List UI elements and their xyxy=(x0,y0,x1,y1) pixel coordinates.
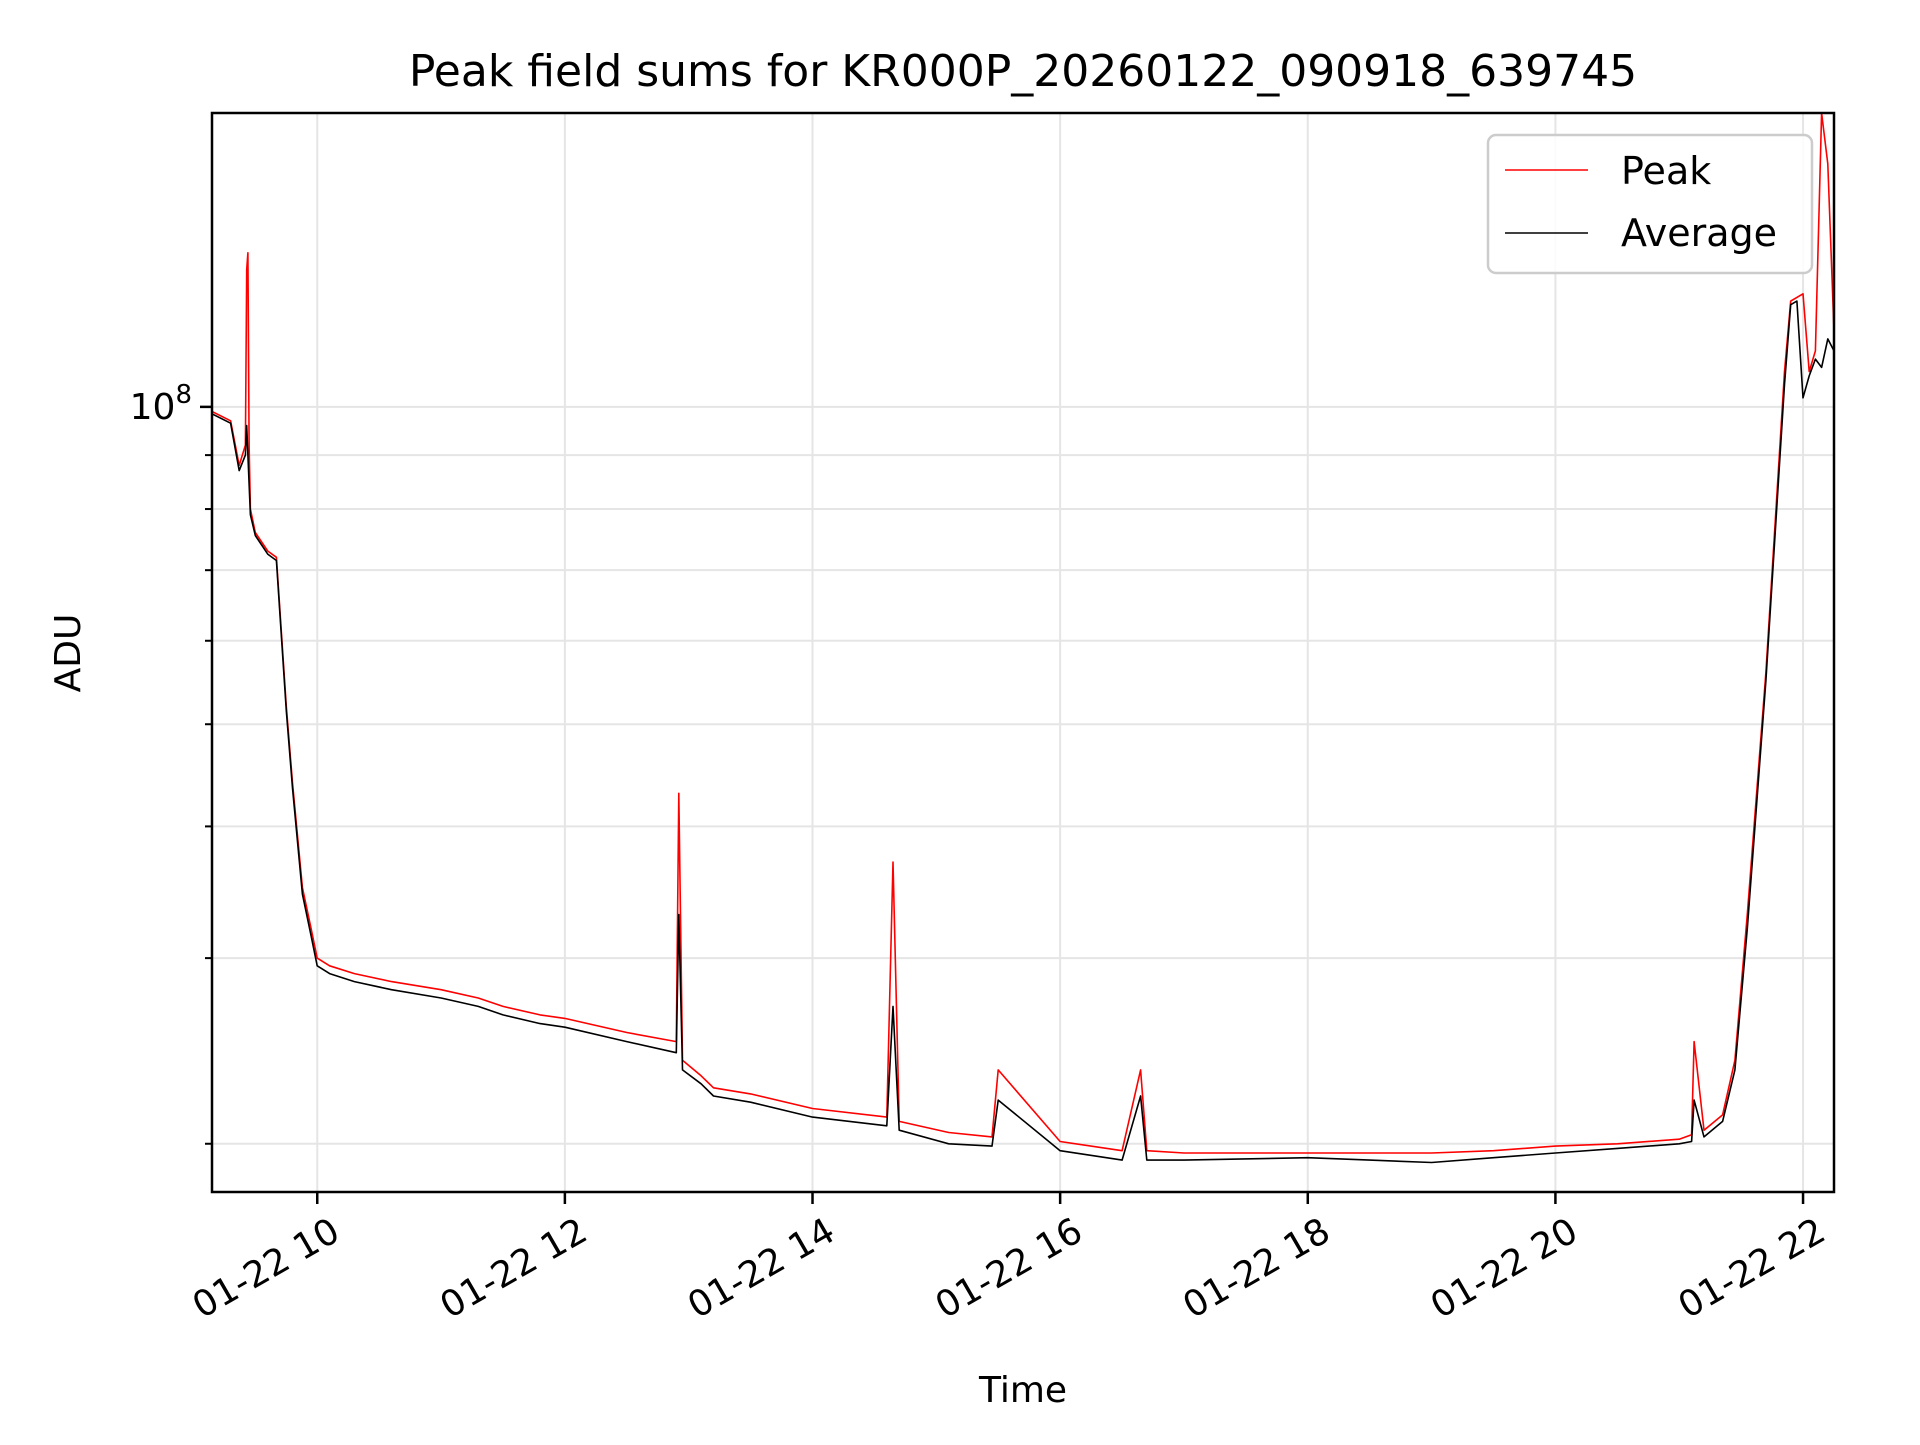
series-layer xyxy=(212,113,1834,1164)
y-axis-label: ADU xyxy=(48,614,89,693)
plot-frame xyxy=(210,111,1836,1194)
legend-label-average: Average xyxy=(1621,211,1777,255)
grid xyxy=(212,113,1834,1192)
legend-label-peak: Peak xyxy=(1621,149,1711,193)
series-line-average xyxy=(212,300,1834,1164)
legend: Peak Average xyxy=(1486,133,1814,275)
y-tick-label-exponent: 8 xyxy=(175,380,192,410)
chart-title: Peak field sums for KR000P_20260122_0909… xyxy=(409,46,1637,97)
x-axis-label: Time xyxy=(978,1370,1067,1411)
